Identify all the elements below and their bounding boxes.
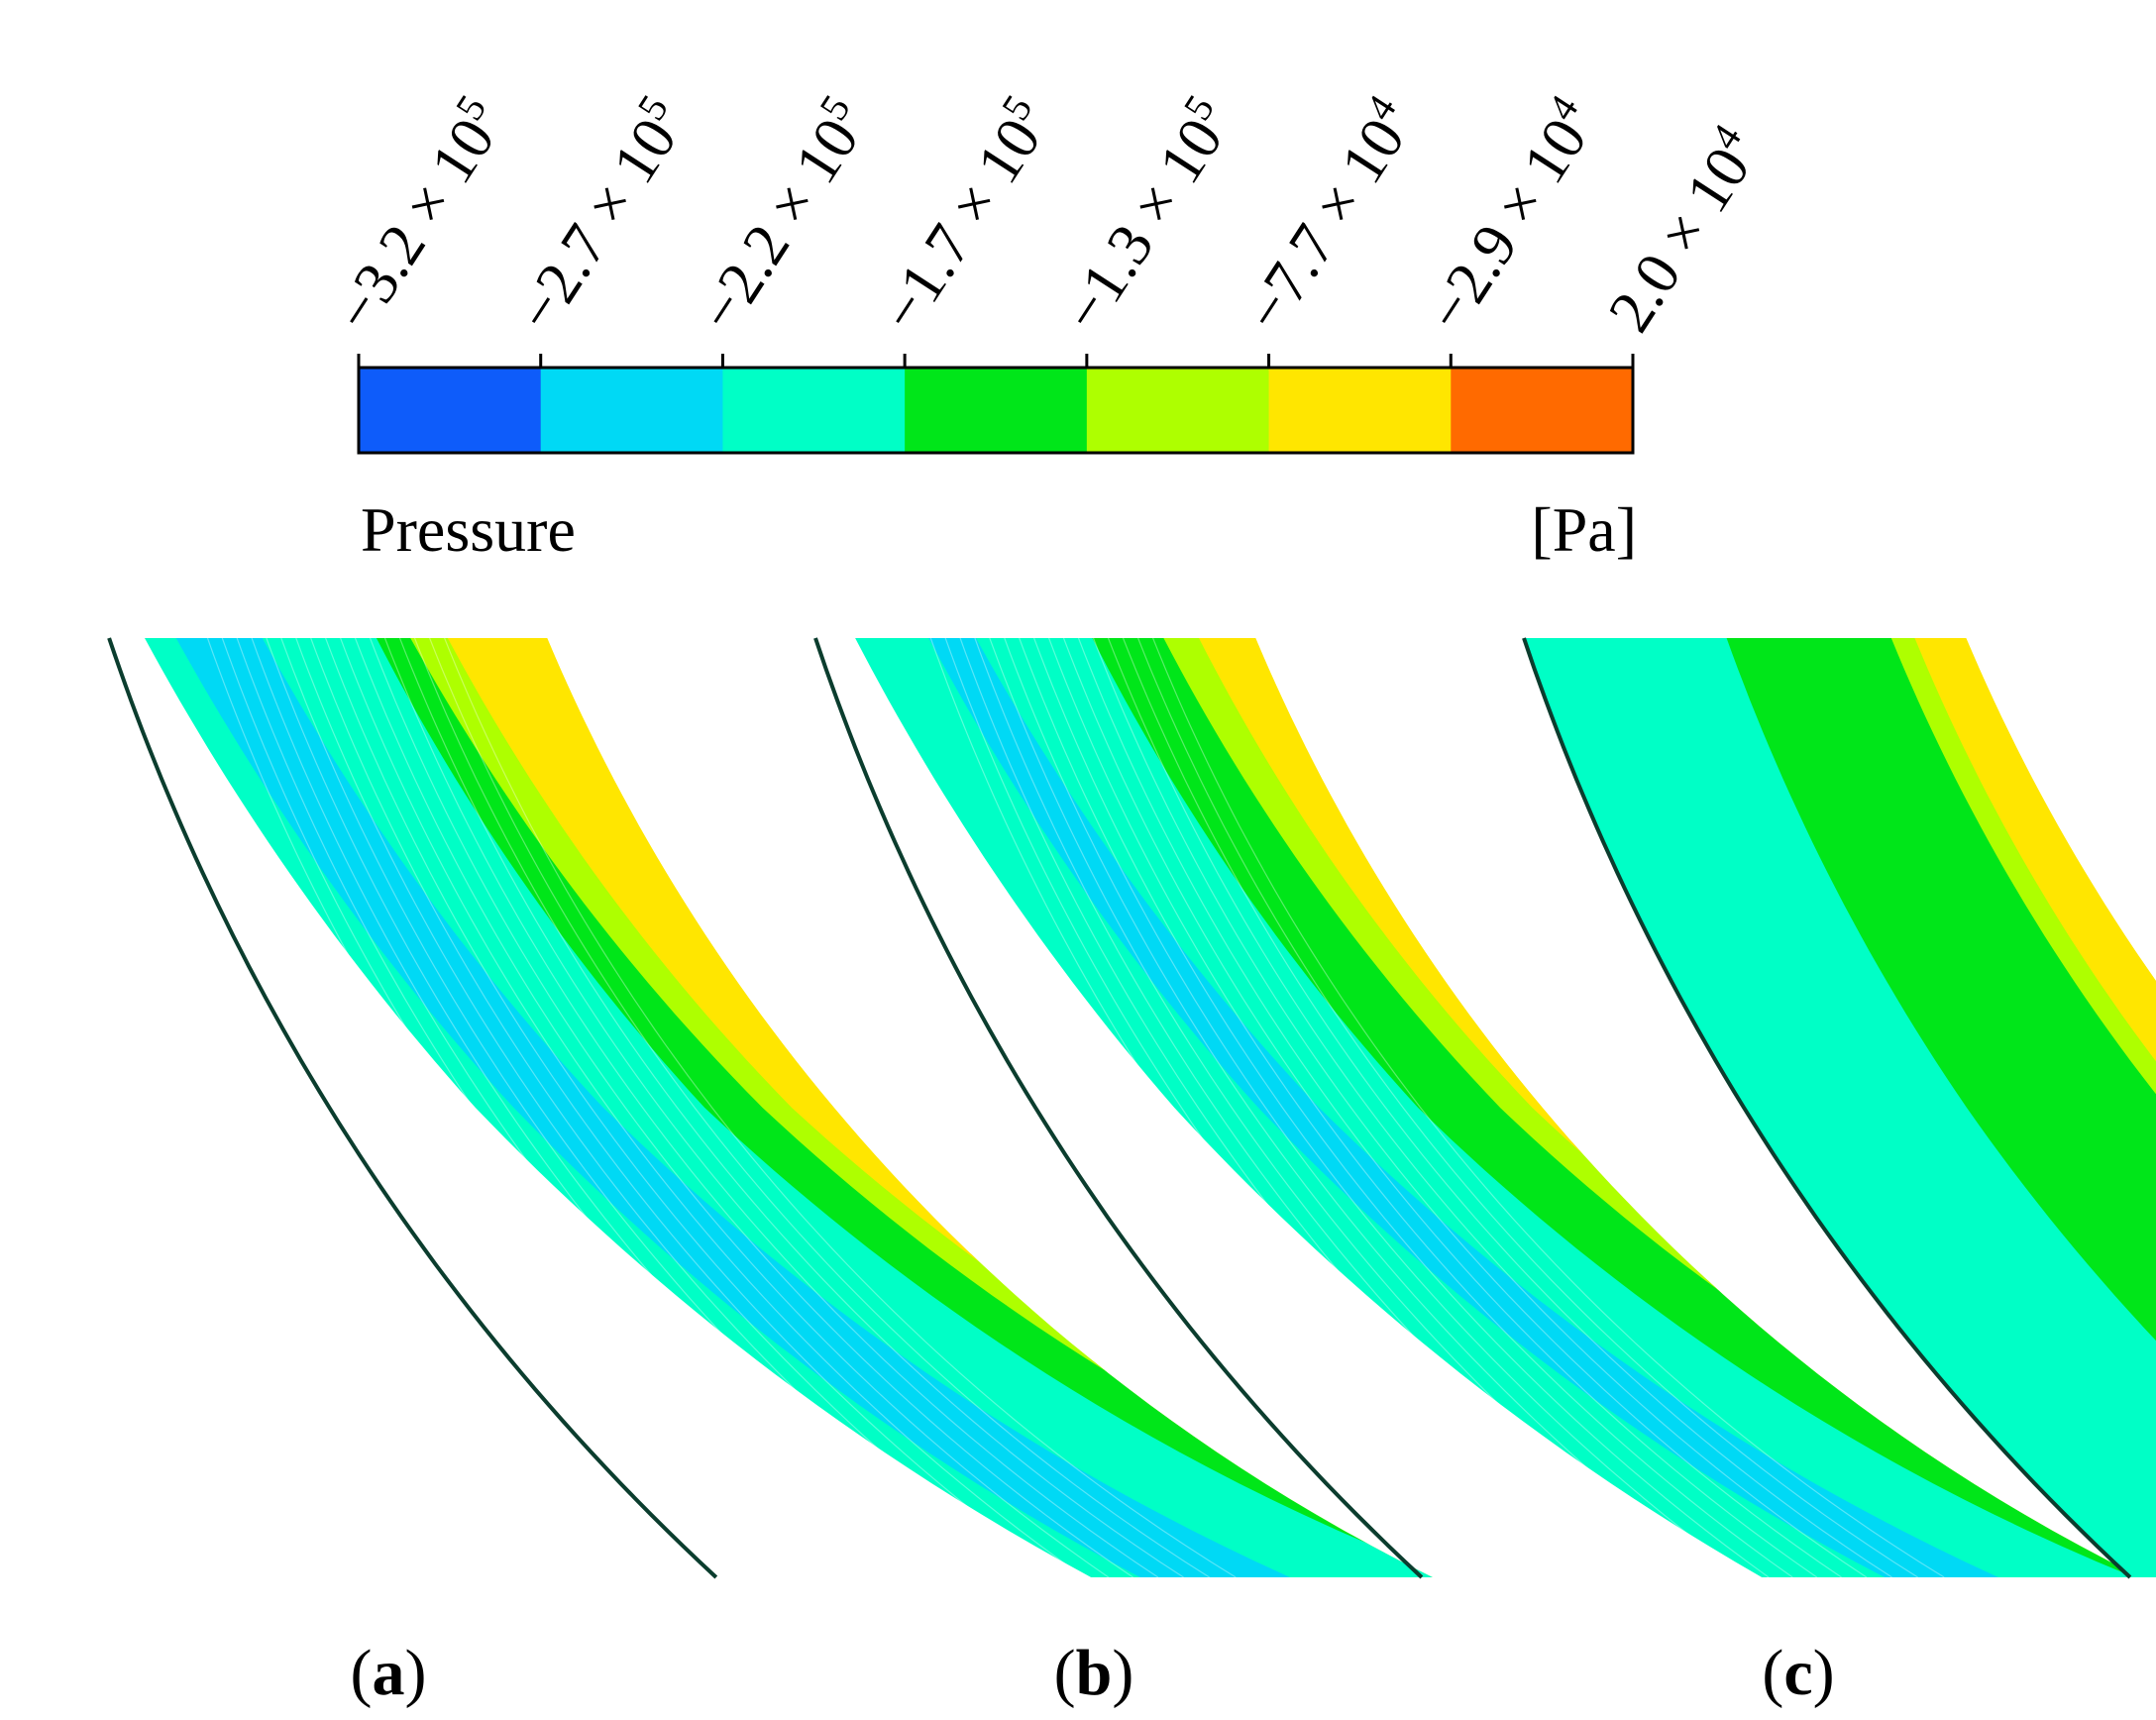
legend-quantity-label: Pressure — [361, 494, 576, 565]
legend-unit-label: [Pa] — [1531, 494, 1637, 565]
panel-a-streak — [429, 638, 1211, 1577]
panel-b-streak — [929, 638, 1588, 1577]
panel-b-streak — [1062, 638, 1793, 1577]
panel-a-streak — [444, 638, 1237, 1577]
panel-b-aquamarine-band — [855, 638, 1888, 1577]
panel-a-streak — [236, 638, 902, 1577]
pressure-legend: −3.2 × 105 −2.7 × 105 −2.2 × 105 −1.7 × 105… — [317, 87, 1775, 565]
panel-a-caption: (a) — [351, 1637, 427, 1709]
legend-bin-cyan — [540, 368, 723, 453]
panel-b-streak — [1077, 638, 1818, 1577]
panel-c-caption: (c) — [1762, 1637, 1834, 1709]
panel-b-streak — [1152, 638, 1945, 1577]
panel-c-contour — [1522, 637, 2156, 1579]
panel-a-streak — [398, 638, 1159, 1577]
panel-c-green-band — [1726, 638, 2156, 1577]
panel-a-streak — [340, 638, 1061, 1577]
legend-tick-label: −2.7 × 105 — [498, 87, 701, 344]
panel-b-streak — [1004, 638, 1699, 1577]
panel-a-streak — [206, 638, 858, 1577]
panel-b-streak — [1019, 638, 1723, 1577]
legend-bin-green — [905, 368, 1088, 453]
panel-b-contour — [813, 637, 2141, 1579]
panel-a-streak — [310, 638, 1015, 1577]
panel-c-aquamarine-band — [1524, 638, 2156, 1577]
panel-a-streak — [221, 638, 880, 1577]
panel-b-streak — [1122, 638, 1892, 1577]
panel-a-streak — [325, 638, 1037, 1577]
panel-a-streak — [413, 638, 1184, 1577]
legend-tick-label: 2.0 × 104 — [1591, 116, 1775, 343]
legend-tick-label: −2.2 × 105 — [681, 87, 883, 344]
legend-tick-label: −7.7 × 104 — [1227, 87, 1429, 344]
color-bar — [359, 368, 1634, 453]
panel-b-aquamarine-band — [976, 638, 2139, 1577]
panel-a-streak — [354, 638, 1085, 1577]
panel-b-streak — [989, 638, 1676, 1577]
legend-bin-orange — [1451, 368, 1634, 453]
panel-b-green-band — [1092, 638, 2141, 1577]
legend-tick-label: −1.3 × 105 — [1045, 87, 1247, 344]
panel-a-streak — [251, 638, 923, 1577]
legend-bin-blue — [359, 368, 542, 453]
panel-b-streak — [1033, 638, 1746, 1577]
panel-a-cyan-band — [175, 638, 1295, 1577]
panel-a-streak — [383, 638, 1133, 1577]
panel-a-streak — [266, 638, 945, 1577]
panel-a-streak — [280, 638, 968, 1577]
panel-b-wall-edge — [813, 637, 1424, 1579]
legend-bin-yellow — [1268, 368, 1452, 453]
panel-c-yellow-band — [1914, 638, 2156, 1577]
panel-b-streak — [1137, 638, 1919, 1577]
panel-b-streak — [1048, 638, 1770, 1577]
panel-a-streak — [295, 638, 991, 1577]
panel-b-streak — [944, 638, 1610, 1577]
panel-b-streak — [959, 638, 1632, 1577]
legend-tick-label: −2.9 × 104 — [1409, 87, 1611, 344]
legend-bin-aquamarine — [722, 368, 906, 453]
panel-a-streak — [369, 638, 1110, 1577]
panel-b-streak — [1107, 638, 1868, 1577]
panel-bands — [145, 638, 1434, 1577]
panel-c-wall-edge — [1522, 637, 2132, 1579]
panel-a-yellow-band — [447, 638, 1434, 1577]
panel-bands — [1524, 638, 2156, 1577]
panel-b-streak — [1092, 638, 1842, 1577]
panel-b-caption: (b) — [1054, 1637, 1134, 1709]
legend-bin-yellow-green — [1086, 368, 1270, 453]
color-bar-tick-labels: −3.2 × 105 −2.7 × 105 −2.2 × 105 −1.7 × 105… — [317, 87, 1775, 344]
panel-a-contour — [107, 637, 1434, 1579]
panel-b-streak — [974, 638, 1654, 1577]
color-bar-ticks — [357, 354, 1635, 368]
color-bar-frame — [357, 366, 1635, 455]
panel-a-wall-edge — [107, 637, 718, 1579]
panel-bands — [855, 638, 2141, 1577]
panel-a-aquamarine-band — [262, 638, 1434, 1577]
legend-tick-label: −1.7 × 105 — [863, 87, 1065, 344]
legend-tick-label: −3.2 × 105 — [317, 87, 519, 344]
